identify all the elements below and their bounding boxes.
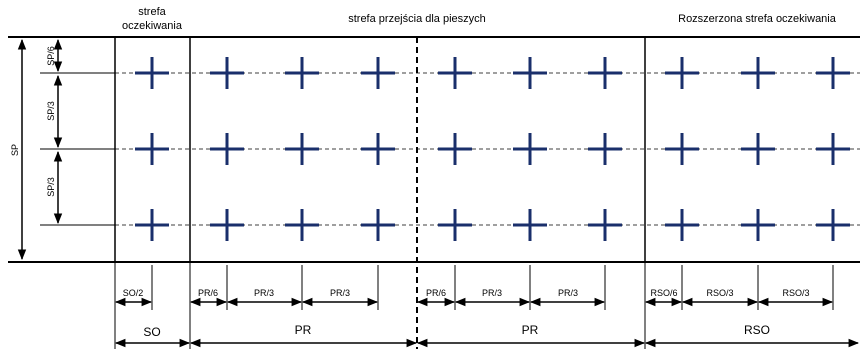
cross-marker-icon	[285, 57, 319, 89]
cross-marker-icon	[438, 133, 472, 165]
cross-marker-icon	[361, 209, 395, 241]
sp6-label: SP/6	[46, 46, 56, 66]
sp-total-label: SP	[10, 144, 20, 156]
pr6-label-left: PR/6	[198, 288, 218, 298]
cross-marker-icon	[135, 209, 169, 241]
cross-marker-icon	[588, 57, 622, 89]
so-zone-title-line2: oczekiwania	[122, 20, 183, 32]
cross-marker-icon	[361, 57, 395, 89]
cross-marker-icon	[816, 133, 850, 165]
cross-marker-icon	[210, 209, 244, 241]
cross-marker-icon	[741, 133, 775, 165]
pr3-label-c: PR/3	[482, 288, 502, 298]
big-dimension-row: SO PR PR RSO	[114, 323, 860, 348]
rso-label: RSO	[744, 323, 770, 337]
pr-label-right: PR	[522, 323, 539, 337]
cross-marker-icon	[588, 133, 622, 165]
pr6-label-right: PR/6	[426, 288, 446, 298]
cross-marker-icon	[513, 57, 547, 89]
so-label: SO	[143, 325, 160, 339]
rso3-label-b: RSO/3	[782, 288, 809, 298]
cross-marker-icon	[665, 133, 699, 165]
cross-marker-icon	[210, 57, 244, 89]
pr-zone-title: strefa przejścia dla pieszych	[348, 13, 486, 25]
rso6-label: RSO/6	[650, 288, 677, 298]
pr3-label-d: PR/3	[558, 288, 578, 298]
pr3-label-a: PR/3	[254, 288, 274, 298]
cross-markers	[135, 57, 850, 241]
cross-marker-icon	[210, 133, 244, 165]
cross-marker-icon	[741, 209, 775, 241]
sp3-lower-label: SP/3	[46, 177, 56, 197]
cross-marker-icon	[665, 57, 699, 89]
cross-marker-icon	[438, 57, 472, 89]
cross-marker-icon	[438, 209, 472, 241]
cross-marker-icon	[285, 209, 319, 241]
cross-marker-icon	[816, 209, 850, 241]
cross-marker-icon	[361, 133, 395, 165]
cross-marker-icon	[135, 57, 169, 89]
cross-marker-icon	[513, 133, 547, 165]
cross-marker-icon	[665, 209, 699, 241]
so-zone-title-line1: strefa	[138, 6, 166, 18]
cross-marker-icon	[135, 133, 169, 165]
small-dimension-row: SO/2 PR/6 PR/3 PR/3 PR/6 PR/3 PR/3 RSO/6…	[114, 262, 834, 349]
so2-label: SO/2	[123, 288, 144, 298]
cross-marker-icon	[588, 209, 622, 241]
pr-label-left: PR	[295, 323, 312, 337]
cross-marker-icon	[816, 57, 850, 89]
cross-marker-icon	[513, 209, 547, 241]
rso-zone-title: Rozszerzona strefa oczekiwania	[678, 13, 837, 25]
pr3-label-b: PR/3	[330, 288, 350, 298]
rso3-label-a: RSO/3	[706, 288, 733, 298]
cross-marker-icon	[285, 133, 319, 165]
sp3-upper-label: SP/3	[46, 101, 56, 121]
row-guide-lines	[40, 72, 860, 226]
cross-marker-icon	[741, 57, 775, 89]
